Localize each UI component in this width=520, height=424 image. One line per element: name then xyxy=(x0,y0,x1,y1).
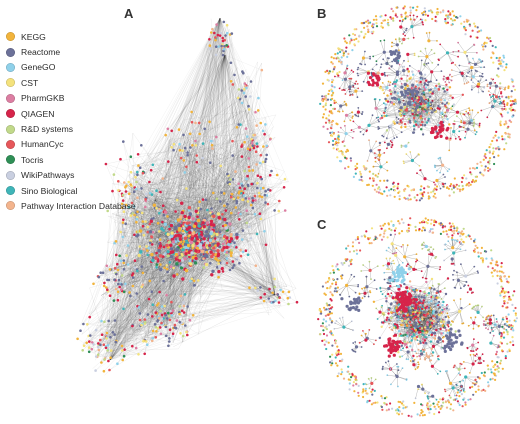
legend-item: PharmGKB xyxy=(4,91,164,106)
legend-swatch xyxy=(6,201,15,211)
legend-swatch xyxy=(6,139,15,149)
legend-label: CST xyxy=(21,77,39,88)
legend-swatch xyxy=(6,32,15,42)
legend-item: Tocris xyxy=(4,152,164,167)
legend-label: Reactome xyxy=(21,47,61,58)
legend-item: HumanCyc xyxy=(4,137,164,152)
legend-item: Sino Biological xyxy=(4,183,164,198)
legend-label: GeneGO xyxy=(21,62,56,73)
legend-swatch xyxy=(6,109,15,119)
panel-b-network xyxy=(319,5,517,202)
legend-item: Reactome xyxy=(4,44,164,59)
legend-item: QIAGEN xyxy=(4,106,164,121)
legend-swatch xyxy=(6,170,15,180)
legend-label: PharmGKB xyxy=(21,93,65,104)
legend-swatch xyxy=(6,47,15,57)
legend-swatch xyxy=(6,186,15,196)
legend-swatch xyxy=(6,62,15,72)
legend-label: KEGG xyxy=(21,31,46,42)
legend-label: R&D systems xyxy=(21,124,74,135)
legend-item: R&D systems xyxy=(4,121,164,136)
panel-a-network xyxy=(76,17,299,376)
legend-item: GeneGO xyxy=(4,60,164,75)
legend-swatch xyxy=(6,93,15,103)
panel-a-label: A xyxy=(124,6,134,21)
legend-swatch xyxy=(6,78,15,88)
legend-label: Tocris xyxy=(21,154,44,165)
legend-label: HumanCyc xyxy=(21,139,64,150)
legend-label: Sino Biological xyxy=(21,185,78,196)
legend: KEGG Reactome GeneGO CST PharmGKB QIAGEN… xyxy=(4,29,164,214)
legend-item: CST xyxy=(4,75,164,90)
panel-c-label: C xyxy=(317,217,327,232)
legend-item: WikiPathways xyxy=(4,168,164,183)
legend-label: WikiPathways xyxy=(21,170,75,181)
legend-label: QIAGEN xyxy=(21,108,55,119)
legend-item: KEGG xyxy=(4,29,164,44)
panel-c-network xyxy=(317,217,519,418)
legend-swatch xyxy=(6,124,15,134)
legend-swatch xyxy=(6,155,15,165)
panel-b-label: B xyxy=(317,6,327,21)
legend-item: Pathway Interaction Database xyxy=(4,198,164,213)
legend-label: Pathway Interaction Database xyxy=(21,200,136,211)
